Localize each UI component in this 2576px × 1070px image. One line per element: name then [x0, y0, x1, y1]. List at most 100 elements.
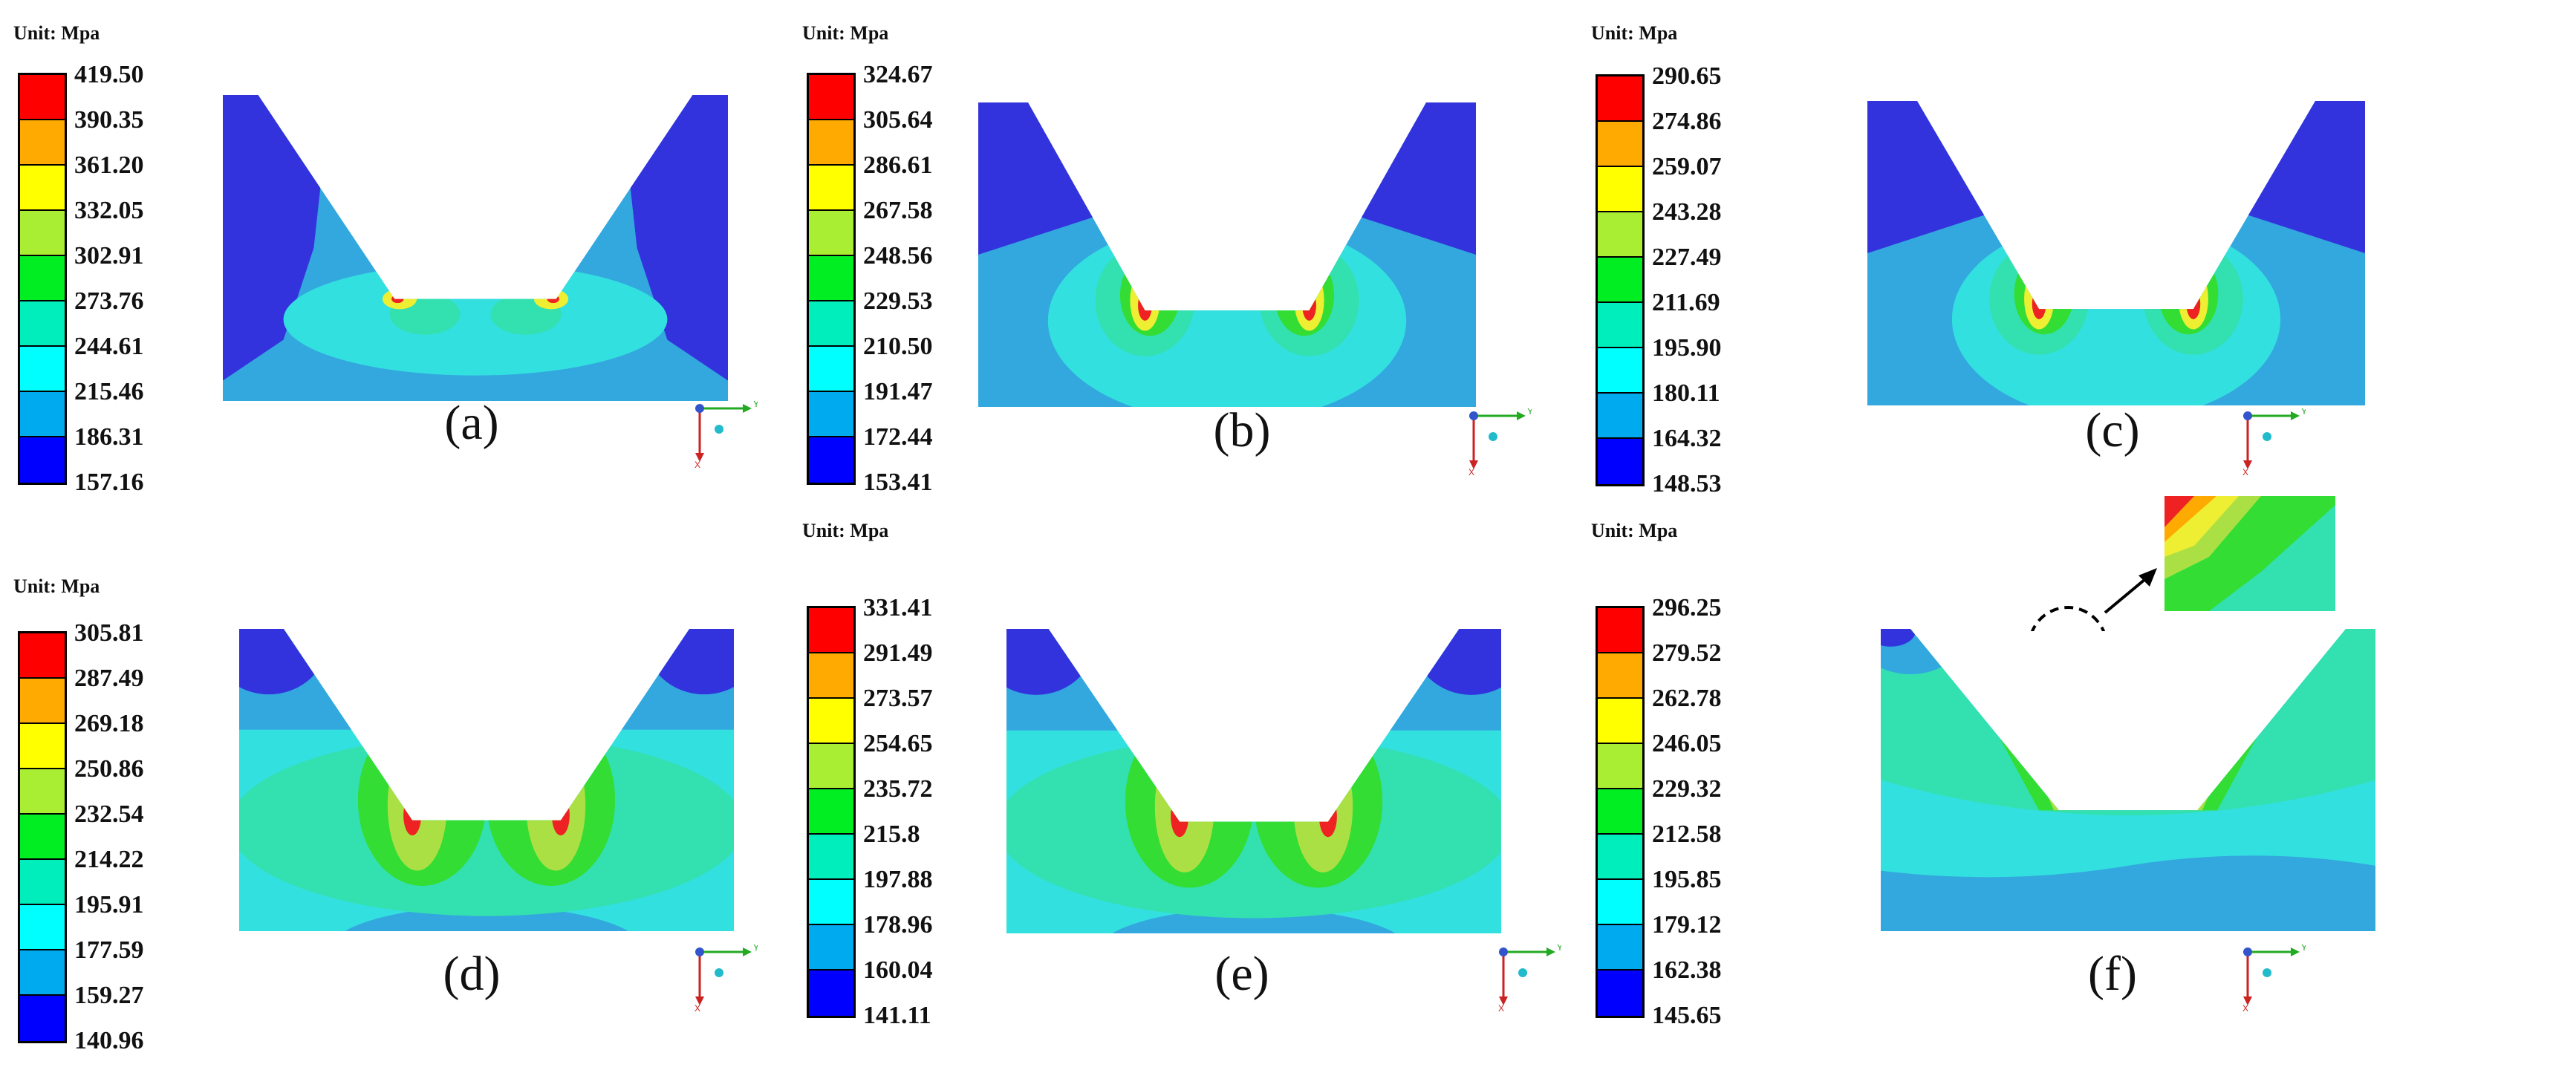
legend-swatch: [1598, 76, 1642, 122]
legend-tick-label: 157.16: [74, 469, 144, 496]
legend-swatch: [809, 166, 853, 211]
inset-red: [2164, 496, 2194, 527]
stress-corner-left: [2024, 268, 2055, 330]
legend-tick-label: 250.86: [74, 755, 144, 783]
legend-tick-label: 211.69: [1652, 289, 1720, 316]
legend-swatch: [809, 75, 853, 120]
legend-tick-label: 195.91: [74, 891, 144, 919]
legend-swatch: [20, 347, 65, 392]
legend-swatch: [1598, 348, 1642, 394]
legend-swatch: [809, 437, 853, 483]
legend-tick-label: 274.86: [1652, 108, 1722, 135]
y-axis-label: Y: [753, 945, 758, 953]
legend-tick-label: 305.64: [863, 106, 933, 134]
legend-tick-label: 172.44: [863, 423, 933, 451]
contour-field: [978, 102, 1476, 407]
legend-swatch: [20, 211, 65, 256]
x-axis-label: X: [2242, 1003, 2248, 1011]
legend-tick-label: 215.8: [863, 821, 920, 848]
legend-swatch: [809, 347, 853, 392]
stress-region-bottom: [1095, 907, 1413, 933]
contour-field: [223, 95, 728, 401]
origin-dot: [2243, 411, 2252, 420]
legend-tick-label: 153.41: [863, 469, 933, 496]
zoom-circle: [2030, 606, 2106, 631]
legend-color-bar: [807, 606, 856, 1018]
legend-swatch: [1598, 608, 1642, 653]
contour-field: [239, 629, 734, 931]
y-axis-arrowhead: [1517, 411, 1526, 420]
panel-caption: (b): [1213, 403, 1271, 457]
legend-tick-label: 361.20: [74, 151, 144, 179]
legend-swatch: [20, 256, 65, 301]
legend-swatch: [1598, 167, 1642, 212]
legend-tick-label: 259.07: [1652, 153, 1722, 180]
stress-region-low-right: [627, 95, 728, 381]
legend-swatch: [20, 301, 65, 347]
stress-peak-right: [2186, 288, 2201, 319]
legend-swatch: [1598, 212, 1642, 258]
legend-swatch: [809, 608, 853, 653]
legend-tick-label: 148.53: [1652, 470, 1722, 498]
unit-label: Unit: Mpa: [13, 575, 100, 597]
legend-swatch: [20, 724, 65, 769]
legend-swatch: [20, 392, 65, 437]
stress-contour-plot: [223, 95, 728, 401]
legend-tick-label: 273.57: [863, 685, 933, 712]
legend-swatch: [809, 301, 853, 347]
legend-tick-label: 267.58: [863, 197, 933, 224]
stress-region-left: [1095, 244, 1195, 356]
legend-tick-label: 229.53: [863, 287, 933, 315]
coordinate-axes: YX: [1468, 406, 1533, 477]
y-axis-label: Y: [1557, 945, 1561, 953]
coordinate-axes: YX: [2242, 406, 2307, 477]
stress-peak-left: [1138, 290, 1152, 321]
legend-swatch: [1598, 925, 1642, 970]
legend-swatch: [20, 950, 65, 996]
stress-region-bottom: [328, 906, 645, 931]
legend-tick-label: 246.05: [1652, 730, 1722, 757]
legend-swatch: [809, 256, 853, 301]
legend-swatch: [20, 75, 65, 120]
legend-tick-label: 305.81: [74, 619, 144, 647]
legend-swatch: [1598, 880, 1642, 925]
panel-caption: (e): [1214, 947, 1269, 1001]
legend-swatch: [809, 392, 853, 437]
contour-field: [1867, 101, 2365, 405]
legend-swatch: [809, 744, 853, 789]
stress-contour-plot: [1006, 629, 1501, 933]
origin-dot: [695, 404, 704, 413]
legend-swatch: [809, 211, 853, 256]
legend-tick-label: 324.67: [863, 61, 933, 88]
stress-region-left: [1989, 243, 2089, 355]
stress-peak-left: [1171, 796, 1189, 838]
legend-swatch: [20, 633, 65, 679]
legend-color-bar: [18, 73, 67, 485]
legend-tick-label: 243.28: [1652, 198, 1722, 226]
legend-tick-label: 210.50: [863, 333, 933, 360]
y-axis-arrowhead: [743, 947, 752, 956]
legend-tick-label: 279.52: [1652, 639, 1722, 667]
legend-tick-label: 212.58: [1652, 821, 1722, 848]
stress-region-low-left: [1006, 629, 1096, 695]
coordinate-axes: YX: [695, 942, 759, 1014]
legend-swatch: [20, 815, 65, 860]
legend-swatch: [1598, 122, 1642, 167]
legend-tick-label: 232.54: [74, 800, 144, 828]
y-axis-label: Y: [1527, 408, 1532, 417]
x-axis-arrowhead: [2243, 996, 2252, 1005]
legend-tick-label: 269.18: [74, 710, 144, 737]
stress-peak-right: [1302, 290, 1316, 321]
x-axis-label: X: [695, 1003, 700, 1011]
legend-tick-label: 180.11: [1652, 379, 1720, 407]
stress-corner-right: [1294, 270, 1324, 331]
stress-region-top: [1006, 629, 1501, 731]
stress-region-low-right: [645, 629, 734, 695]
z-axis-dot: [1489, 432, 1497, 441]
unit-label: Unit: Mpa: [13, 22, 100, 44]
inset-green: [2164, 496, 2335, 611]
